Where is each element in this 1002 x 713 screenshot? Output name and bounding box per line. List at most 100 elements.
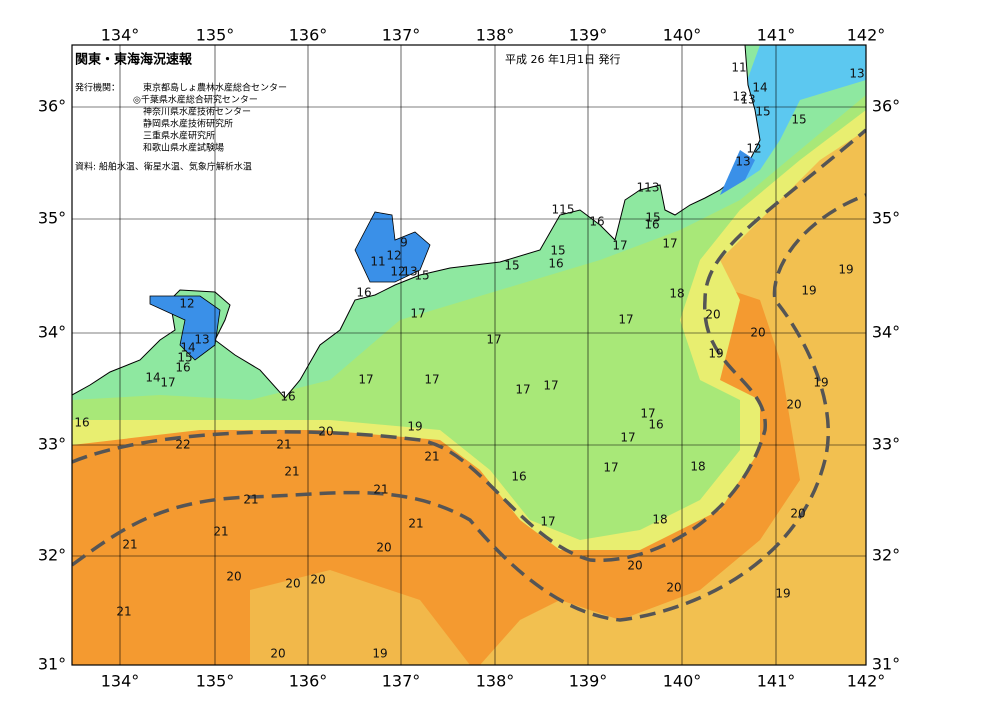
lon-label: 141° <box>757 672 796 691</box>
lon-label: 135° <box>196 26 235 45</box>
isotherm-label: 15 <box>791 113 806 127</box>
isotherm-label: 19 <box>708 347 723 361</box>
isotherm-label: 17 <box>640 407 655 421</box>
isotherm-label: 13 <box>849 67 864 81</box>
bay-tokyo <box>720 150 755 195</box>
lat-label: 32° <box>38 546 66 565</box>
isotherm-label: 21 <box>276 438 291 452</box>
isotherm-label: 14 <box>145 371 160 385</box>
isotherm-label: 21 <box>373 483 388 497</box>
lon-label: 138° <box>476 672 515 691</box>
isotherm-label: 20 <box>318 425 333 439</box>
isotherm-label: 15 <box>414 269 429 283</box>
lat-label: 34° <box>38 323 66 342</box>
map-frame <box>71 44 867 666</box>
bay-ise <box>354 211 431 283</box>
sea-yellow <box>480 120 866 665</box>
lat-label: 35° <box>38 209 66 228</box>
lon-label: 139° <box>569 26 608 45</box>
lat-label: 35° <box>872 209 900 228</box>
isotherm-label: 17 <box>424 373 439 387</box>
isotherm-label: 17 <box>515 383 530 397</box>
isotherm-label: 20 <box>226 570 241 584</box>
lat-label: 34° <box>872 323 900 342</box>
sea-blue <box>740 45 866 180</box>
isotherm-label: 11 <box>370 255 385 269</box>
isotherm-label: 20 <box>750 326 765 340</box>
lon-label: 135° <box>196 672 235 691</box>
isotherm-label: 16 <box>280 390 295 404</box>
lat-label: 33° <box>38 435 66 454</box>
map-body: 1114121315151213131131516171151617151615… <box>72 45 866 665</box>
isotherm-label: 14 <box>752 81 767 95</box>
issue-date: 平成 26 年1月1日 発行 <box>505 52 620 66</box>
isotherm-label: 20 <box>666 581 681 595</box>
isotherm-label: 16 <box>648 418 663 432</box>
isotherm-label: 17 <box>160 376 175 390</box>
isotherm-label: 21 <box>408 517 423 531</box>
isotherm-label: 20 <box>376 541 391 555</box>
lon-label: 134° <box>101 26 140 45</box>
isotherm-label: 20 <box>627 559 642 573</box>
isotherm-label: 13 <box>735 155 750 169</box>
isotherm-label: 15 <box>177 351 192 365</box>
isotherm-label: 19 <box>775 587 790 601</box>
isotherm-label: 9 <box>400 236 408 250</box>
isotherm-label: 12 <box>390 265 405 279</box>
isotherm-label: 16 <box>175 361 190 375</box>
isotherm-label: 17 <box>620 431 635 445</box>
isotherm-label: 17 <box>612 239 627 253</box>
isotherm-label: 13 <box>740 93 755 107</box>
lon-label: 140° <box>663 26 702 45</box>
isotherm-label: 17 <box>540 515 555 529</box>
isotherm-label: 17 <box>603 461 618 475</box>
data-source: 資料: 船舶水温、衛星水温、気象庁解析水温 <box>75 161 252 173</box>
isotherm-label: 17 <box>618 313 633 327</box>
isotherm-label: 15 <box>755 105 770 119</box>
issuer: 三重県水産研究所 <box>143 130 215 142</box>
isotherm-label: 17 <box>543 379 558 393</box>
lon-label: 136° <box>289 672 328 691</box>
issuer: ◎千葉県水産総合研究センター <box>133 94 258 106</box>
isotherm-label: 16 <box>589 215 604 229</box>
isotherm-label: 17 <box>410 307 425 321</box>
isotherm-label: 15 <box>504 259 519 273</box>
isotherm-label: 19 <box>407 420 422 434</box>
isotherm-label: 19 <box>813 376 828 390</box>
bay-osaka <box>149 295 221 361</box>
isotherm-label: 12 <box>386 249 401 263</box>
isotherm-label: 16 <box>644 218 659 232</box>
isotherm-label: 21 <box>213 525 228 539</box>
lon-label: 137° <box>382 26 421 45</box>
isotherm-label: 20 <box>786 398 801 412</box>
sea-yellow <box>250 570 470 665</box>
isotherm-label: 11 <box>731 61 746 75</box>
isotherm-label: 113 <box>637 181 660 195</box>
lat-label: 36° <box>38 97 66 116</box>
lat-label: 36° <box>872 97 900 116</box>
lat-label: 31° <box>38 655 66 674</box>
isotherm-label: 12 <box>179 297 194 311</box>
lon-label: 137° <box>382 672 421 691</box>
graticule <box>72 45 866 665</box>
isotherm-label: 20 <box>705 308 720 322</box>
lat-label: 31° <box>872 655 900 674</box>
isotherm-label: 21 <box>116 605 131 619</box>
isotherm-label: 16 <box>548 257 563 271</box>
isotherm-label: 12 <box>732 90 747 104</box>
isotherm-label: 16 <box>356 286 371 300</box>
lon-label: 140° <box>663 672 702 691</box>
lon-label: 134° <box>101 672 140 691</box>
isotherm-label: 20 <box>285 577 300 591</box>
isotherm-label: 22 <box>175 438 190 452</box>
lon-label: 136° <box>289 26 328 45</box>
isotherm-label: 17 <box>662 237 677 251</box>
issuers-label: 発行機関： <box>75 82 120 94</box>
isotherm-label: 21 <box>284 465 299 479</box>
isotherm-label: 19 <box>801 284 816 298</box>
map-title: 関東・東海海況速報 <box>75 52 193 68</box>
isotherm-label: 13 <box>194 333 209 347</box>
isotherm-label: 17 <box>358 373 373 387</box>
isotherm-label: 17 <box>486 333 501 347</box>
